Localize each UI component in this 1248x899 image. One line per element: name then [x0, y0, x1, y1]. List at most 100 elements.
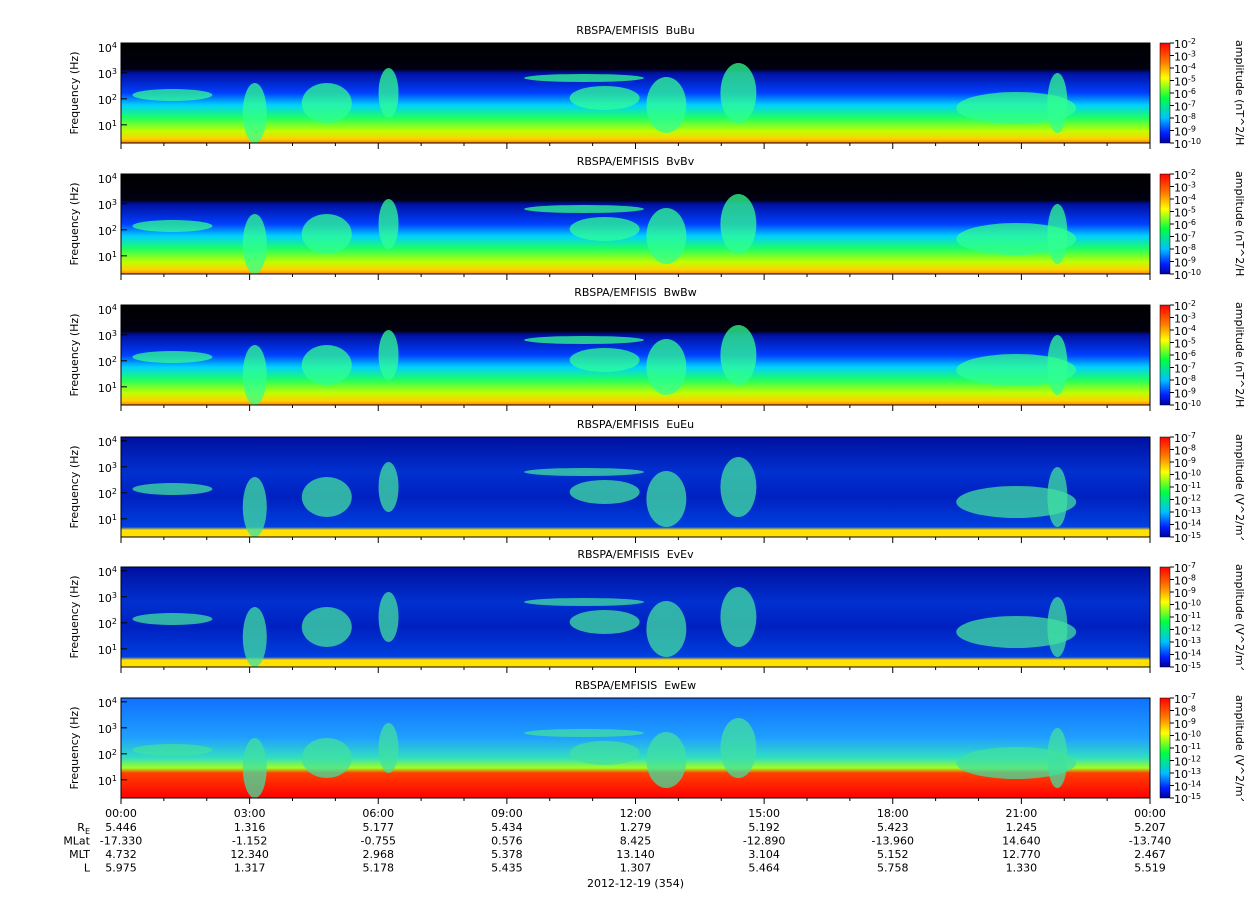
emission	[132, 351, 213, 363]
emission	[301, 345, 352, 385]
y-tick-label: 104	[98, 172, 117, 186]
emission	[524, 205, 645, 213]
x-tick-label: 12:00	[620, 807, 652, 820]
colorbar-label-group: amplitude (nT^2/Hz)	[1233, 40, 1246, 155]
emission	[569, 86, 640, 110]
ephemeris-value: 8.425	[620, 835, 652, 848]
emission	[378, 68, 399, 118]
ephemeris-value: -13.740	[1129, 835, 1171, 848]
y-tick-label: 102	[98, 487, 117, 501]
emission	[646, 208, 687, 264]
emission	[378, 199, 399, 249]
emission	[720, 457, 757, 517]
ephemeris-value: 1.279	[620, 821, 652, 834]
emission	[956, 747, 1077, 779]
colorbar-label: amplitude (V^2/m^2/Hz)	[1233, 434, 1246, 574]
colorbar	[1159, 42, 1171, 144]
emission	[720, 194, 757, 254]
x-tick-label: 09:00	[491, 807, 523, 820]
ephemeris-value: 5.177	[363, 821, 395, 834]
ephemeris-value: 5.464	[748, 862, 780, 875]
panel-title: RBSPA/EMFISIS BvBv	[577, 155, 695, 168]
ephemeris-value: 5.207	[1134, 821, 1166, 834]
emission	[569, 610, 640, 634]
ephemeris-value: -0.755	[361, 835, 396, 848]
emission	[524, 598, 645, 606]
emission	[1047, 73, 1068, 133]
ephemeris-value: 5.423	[877, 821, 909, 834]
ephemeris-value: 3.104	[748, 848, 780, 861]
x-tick-label: 03:00	[234, 807, 266, 820]
ephemeris-value: 1.307	[620, 862, 652, 875]
panel-title: RBSPA/EMFISIS EwEw	[575, 679, 696, 692]
emission	[242, 477, 267, 537]
y-tick-label: 101	[98, 774, 117, 788]
ephemeris-value: 5.519	[1134, 862, 1166, 875]
colorbar-label-group: amplitude (V^2/m^2/Hz)	[1233, 564, 1246, 670]
emission	[301, 607, 352, 647]
y-tick-label: 102	[98, 748, 117, 762]
y-tick-label: 101	[98, 250, 117, 264]
panel-title: RBSPA/EMFISIS EvEv	[577, 548, 694, 561]
ephemeris-value: 1.245	[1006, 821, 1038, 834]
colorbar-label: amplitude (nT^2/Hz)	[1233, 171, 1246, 286]
y-tick-label: 103	[98, 67, 117, 81]
emission	[524, 468, 645, 476]
colorbar-tick-label: 10-10	[1174, 399, 1201, 413]
y-axis-label: Frequency (Hz)	[68, 446, 81, 529]
emission	[132, 483, 213, 495]
ephemeris-value: 1.317	[234, 862, 266, 875]
emission	[242, 214, 267, 274]
emission	[301, 477, 352, 517]
y-tick-label: 103	[98, 591, 117, 605]
colorbar-label-group: amplitude (V^2/m^2/Hz)	[1233, 434, 1246, 574]
colorbar	[1159, 173, 1171, 275]
emission	[646, 339, 687, 395]
emission	[524, 729, 645, 737]
emission	[646, 601, 687, 657]
emission	[524, 74, 645, 82]
x-tick-label: 06:00	[362, 807, 394, 820]
emission	[720, 587, 757, 647]
ephemeris-value: 5.975	[105, 862, 137, 875]
y-tick-label: 104	[98, 303, 117, 317]
ephemeris-value: 5.758	[877, 862, 909, 875]
colorbar	[1159, 304, 1171, 406]
y-tick-label: 103	[98, 722, 117, 736]
emission	[132, 220, 213, 232]
y-tick-label: 102	[98, 224, 117, 238]
ephemeris-value: 5.152	[877, 848, 909, 861]
y-tick-label: 101	[98, 643, 117, 657]
y-axis-label: Frequency (Hz)	[68, 314, 81, 397]
y-tick-label: 104	[98, 41, 117, 55]
ephemeris-value: 5.192	[748, 821, 780, 834]
x-tick-label: 00:00	[105, 807, 137, 820]
y-tick-label: 102	[98, 617, 117, 631]
y-tick-label: 104	[98, 435, 117, 449]
y-tick-label: 101	[98, 381, 117, 395]
colorbar-label: amplitude (V^2/m^2/Hz)	[1233, 695, 1246, 835]
ephemeris-value: 12.340	[230, 848, 269, 861]
colorbar-label: amplitude (nT^2/Hz)	[1233, 40, 1246, 155]
ephemeris-value: 14.640	[1002, 835, 1041, 848]
y-axis-label: Frequency (Hz)	[68, 576, 81, 659]
colorbar-label-group: amplitude (nT^2/Hz)	[1233, 302, 1246, 408]
emission	[646, 471, 687, 527]
y-tick-label: 101	[98, 119, 117, 133]
y-tick-label: 103	[98, 461, 117, 475]
emission	[569, 480, 640, 504]
colorbar-tick-label: 10-15	[1174, 792, 1201, 806]
y-tick-label: 101	[98, 513, 117, 527]
date-label: 2012-12-19 (354)	[587, 877, 684, 890]
emission	[956, 223, 1077, 255]
colorbar	[1159, 436, 1171, 538]
colorbar-tick-label: 10-10	[1174, 137, 1201, 151]
emission	[1047, 467, 1068, 527]
emission	[720, 63, 757, 123]
ephemeris-value: 12.770	[1002, 848, 1041, 861]
ephemeris-label: MLT	[69, 848, 90, 861]
emission	[720, 325, 757, 385]
emission	[569, 741, 640, 765]
ephemeris-value: 5.378	[491, 848, 523, 861]
